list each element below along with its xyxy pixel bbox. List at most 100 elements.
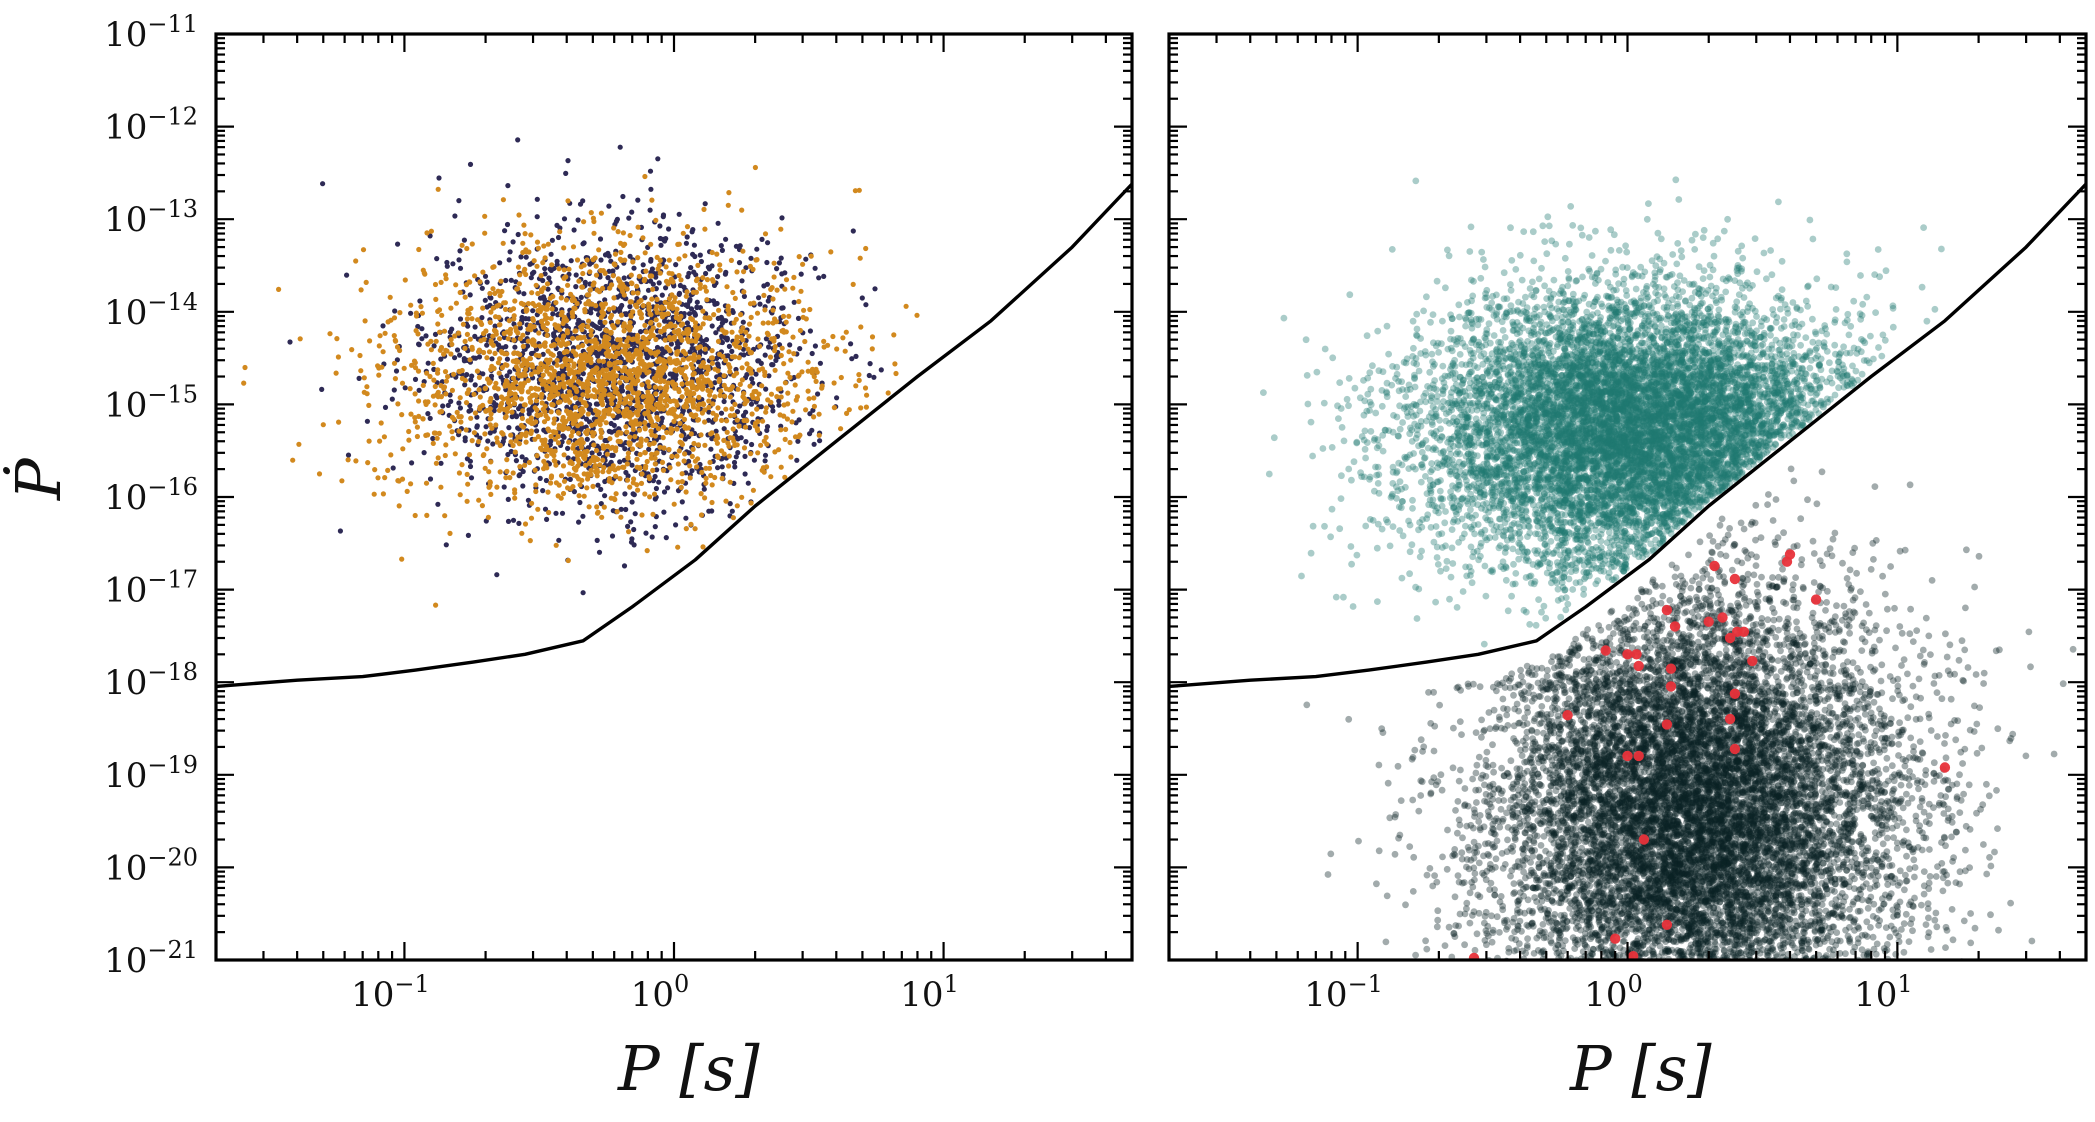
data-point [760,418,766,424]
data-point [738,435,744,441]
data-point [779,215,785,221]
data-point [627,368,633,374]
data-point [580,270,586,277]
data-point [581,493,587,499]
data-point [406,428,412,435]
data-point [505,518,512,525]
data-point [849,356,855,362]
data-point [629,462,635,468]
data-point [1567,390,1574,398]
data-point [639,382,645,388]
data-point [575,335,581,341]
left-ticks: 10−1 100 10110−1110−1210−1310−1410−1510−16… [104,10,1134,1015]
data-point [706,404,712,410]
data-point [697,252,703,258]
data-point [482,297,488,303]
data-point [603,327,609,333]
data-point [749,411,755,417]
data-point [640,262,646,268]
data-point [574,440,580,446]
data-point [339,478,345,484]
data-point [730,426,736,432]
data-point [557,229,563,235]
data-point [572,395,579,401]
data-point [727,413,734,419]
data-point [863,302,869,308]
data-point [738,334,744,340]
data-point [360,247,367,253]
data-point [633,418,639,424]
data-point [683,515,689,521]
data-point [669,271,675,277]
data-point [505,336,511,342]
data-point [812,265,818,271]
data-point [605,275,611,281]
data-point [755,336,761,342]
data-point [419,310,425,316]
data-point [320,422,326,428]
data-point [621,275,627,281]
data-point [628,299,634,305]
data-point [500,240,506,246]
data-point [488,411,494,417]
data-point [1879,331,1887,339]
data-point [631,526,637,533]
data-point [518,396,525,402]
data-point [510,517,517,523]
data-point [559,510,566,516]
y-tick-label: 10−16 [104,473,198,518]
data-point [766,344,772,350]
data-point [657,270,663,276]
data-point [399,380,406,386]
data-point [618,506,624,512]
data-point [540,322,546,328]
data-point [574,414,581,420]
data-point [596,549,603,555]
data-point [507,331,513,337]
data-point [1626,313,1634,321]
data-point [396,503,402,509]
data-point [457,289,463,296]
data-point [336,419,342,425]
data-point [548,365,555,371]
data-point [382,404,389,410]
data-point [644,548,650,554]
data-point [528,275,534,281]
data-point [554,362,560,368]
data-point [780,313,787,319]
data-point [533,398,540,404]
data-point [432,281,439,288]
data-point [869,334,876,340]
data-point [657,444,663,450]
data-point [733,316,739,322]
data-point [747,383,753,389]
data-point [754,310,761,316]
data-point [654,344,661,351]
data-point [792,382,798,388]
data-point [863,245,869,252]
data-point [666,346,672,353]
data-point [519,363,525,369]
data-point [621,408,628,414]
data-point [632,434,638,440]
data-point [598,434,604,440]
data-point [566,471,572,477]
data-point [1564,600,1572,608]
data-point [644,352,650,358]
data-point [693,328,699,334]
data-point [679,499,685,505]
data-point [1696,450,1704,457]
data-point [680,357,686,363]
data-point [333,370,339,376]
data-point [528,515,535,521]
data-point [699,386,706,392]
data-point [555,337,561,343]
data-point [516,441,523,447]
data-point [615,229,621,235]
data-point [539,391,545,397]
data-point [654,303,660,309]
data-point [430,393,436,399]
data-point [607,285,613,291]
data-point [752,164,759,171]
data-point [706,409,712,415]
